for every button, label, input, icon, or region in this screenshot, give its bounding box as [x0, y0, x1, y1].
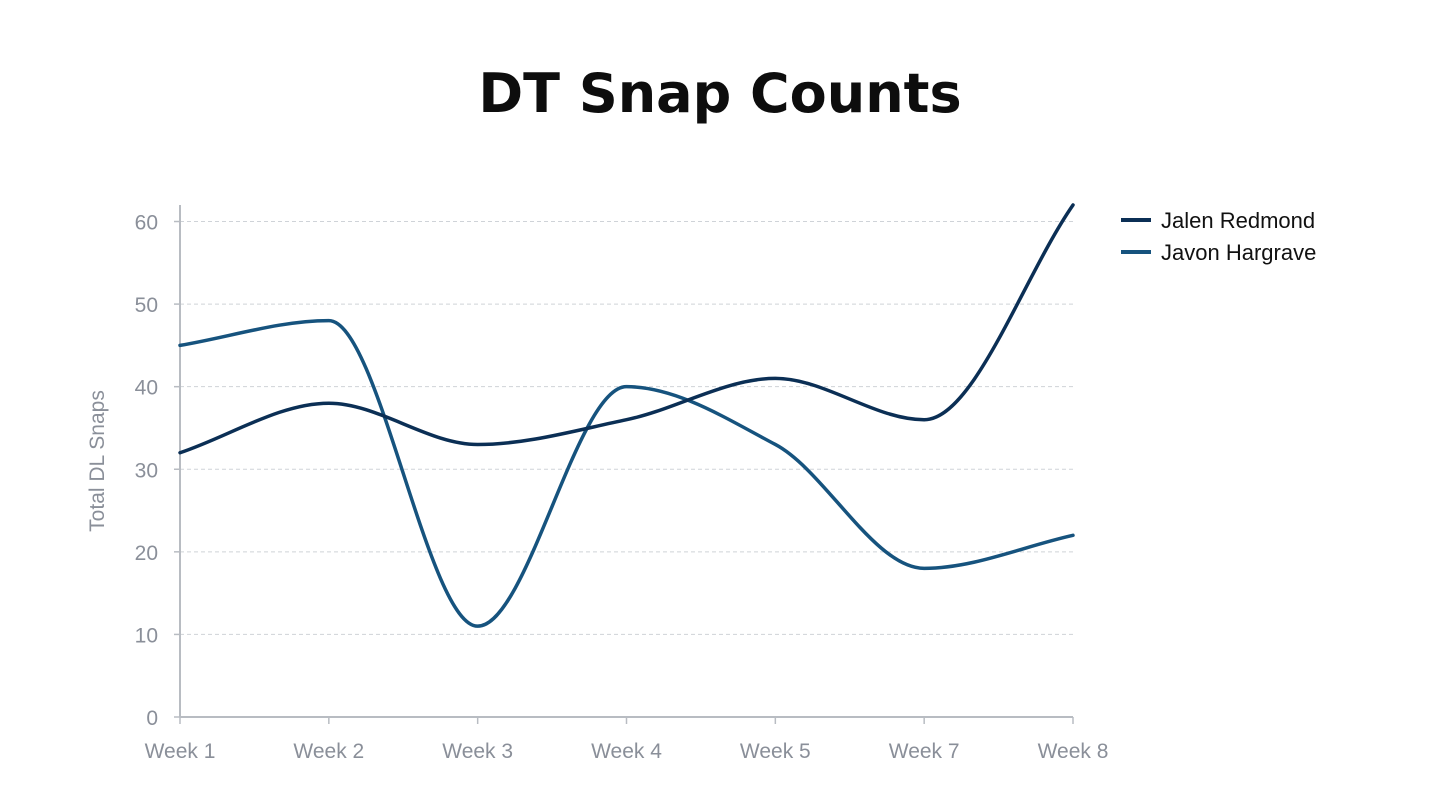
- series-line-jalen-redmond: [178, 203, 1075, 455]
- y-tick-label: 50: [135, 294, 158, 317]
- y-axis-title: Total DL Snaps: [86, 390, 109, 532]
- y-tick-label: 20: [135, 542, 158, 565]
- y-tick-label: 10: [135, 624, 158, 647]
- x-tick-label: Week 4: [591, 740, 662, 763]
- chart-title: DT Snap Counts: [478, 62, 962, 125]
- x-tick-label: Week 7: [889, 740, 960, 763]
- axes: 0 10 20 30 40 50 60 Week 1 Week 2 Week 3 Week 4 Wee…: [86, 205, 1108, 763]
- legend-label-javon-hargrave: Javon Hargrave: [1161, 240, 1316, 265]
- x-tick-label: Week 2: [293, 740, 364, 763]
- y-tick-label: 40: [135, 377, 158, 400]
- series-lines: [178, 203, 1075, 628]
- y-tick-label: 0: [146, 707, 158, 730]
- y-tick-label: 60: [135, 212, 158, 235]
- legend-label-jalen-redmond: Jalen Redmond: [1161, 208, 1315, 233]
- x-tick-label: Week 8: [1038, 740, 1109, 763]
- legend: Jalen Redmond Javon Hargrave: [1121, 208, 1316, 265]
- x-tick-label: Week 3: [442, 740, 513, 763]
- y-tick-label: 30: [135, 459, 158, 482]
- x-tick-label: Week 5: [740, 740, 811, 763]
- x-tick-label: Week 1: [145, 740, 216, 763]
- gridlines: [180, 221, 1073, 635]
- series-line-javon-hargrave: [178, 318, 1075, 628]
